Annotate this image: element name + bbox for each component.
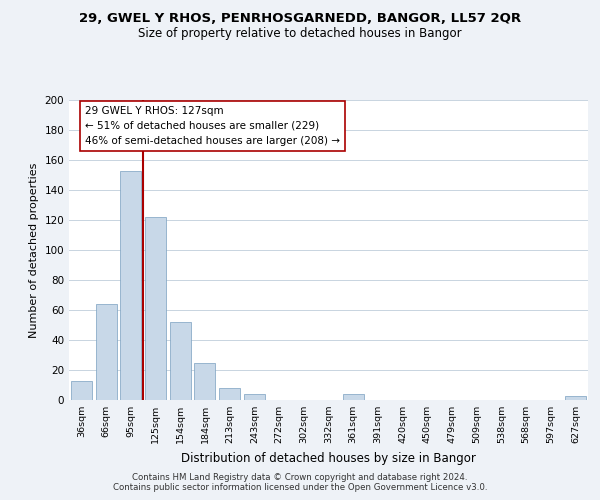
Bar [343, 394, 364, 400]
Y-axis label: Number of detached properties: Number of detached properties [29, 162, 39, 338]
Bar [565, 396, 586, 400]
Bar [170, 322, 191, 400]
Bar [194, 362, 215, 400]
Bar [71, 380, 92, 400]
Bar [145, 217, 166, 400]
Bar [219, 388, 240, 400]
Text: 29, GWEL Y RHOS, PENRHOSGARNEDD, BANGOR, LL57 2QR: 29, GWEL Y RHOS, PENRHOSGARNEDD, BANGOR,… [79, 12, 521, 26]
Text: 29 GWEL Y RHOS: 127sqm
← 51% of detached houses are smaller (229)
46% of semi-de: 29 GWEL Y RHOS: 127sqm ← 51% of detached… [85, 106, 340, 146]
Text: Contains HM Land Registry data © Crown copyright and database right 2024.
Contai: Contains HM Land Registry data © Crown c… [113, 473, 487, 492]
X-axis label: Distribution of detached houses by size in Bangor: Distribution of detached houses by size … [181, 452, 476, 464]
Bar [120, 170, 141, 400]
Bar [95, 304, 116, 400]
Text: Size of property relative to detached houses in Bangor: Size of property relative to detached ho… [138, 28, 462, 40]
Bar [244, 394, 265, 400]
